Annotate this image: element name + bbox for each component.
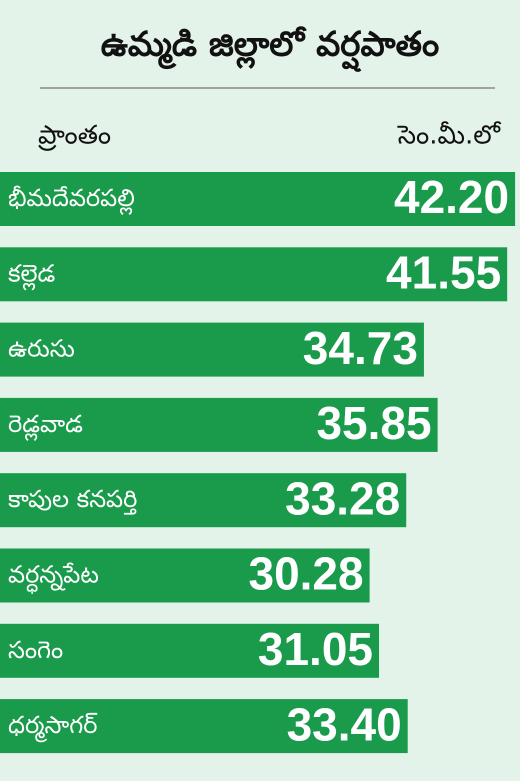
category-label: కాపుల కనపర్తి: [8, 485, 137, 515]
category-label: ఉరుసు: [8, 335, 75, 363]
value-header: సెం.మీ.లో: [397, 121, 502, 151]
category-label: ధర్మసాగర్: [8, 711, 97, 743]
bar: [0, 548, 370, 603]
category-label: భీమదేవరపల్లి: [8, 184, 135, 215]
bar: [0, 699, 408, 754]
bar: [0, 172, 516, 226]
value-label: 33.28: [285, 472, 400, 524]
value-label: 35.85: [316, 397, 431, 449]
bar: [0, 322, 424, 377]
category-label: కల్లెడ: [8, 259, 56, 290]
value-label: 34.73: [303, 322, 418, 374]
value-label: 30.28: [248, 548, 363, 600]
bar: [0, 623, 380, 678]
value-label: 41.55: [386, 246, 501, 298]
category-header: ప్రాంతం: [37, 121, 111, 152]
bar: [0, 247, 508, 302]
value-label: 33.40: [287, 698, 402, 750]
category-label: సంగెం: [8, 636, 63, 664]
bar: [0, 397, 438, 452]
value-label: 42.20: [394, 171, 509, 223]
value-label: 31.05: [258, 623, 373, 675]
bar: [0, 473, 407, 528]
category-label: రెడ్లవాడ: [8, 410, 83, 441]
